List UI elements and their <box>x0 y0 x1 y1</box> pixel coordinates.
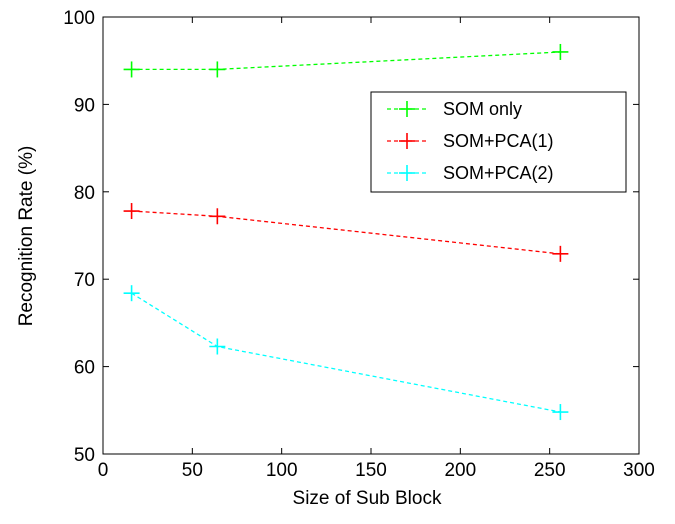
x-tick-label: 0 <box>98 460 109 481</box>
legend-label: SOM only <box>443 99 522 119</box>
data-point-marker <box>209 61 226 78</box>
data-point-marker <box>123 61 140 78</box>
data-point-marker <box>552 245 569 262</box>
x-tick-label: 50 <box>182 460 203 481</box>
y-tick-label: 50 <box>74 445 95 466</box>
x-tick-label: 150 <box>355 460 387 481</box>
data-point-marker <box>209 338 226 355</box>
x-tick-label: 100 <box>266 460 298 481</box>
plot-frame <box>102 16 640 455</box>
data-point-marker <box>209 208 226 225</box>
y-tick-label: 100 <box>63 8 95 29</box>
y-tick-label: 70 <box>74 270 95 291</box>
x-axis-label: Size of Sub Block <box>293 488 442 509</box>
x-tick-label: 300 <box>623 460 655 481</box>
legend-label: SOM+PCA(1) <box>443 131 554 151</box>
x-tick-label: 200 <box>444 460 476 481</box>
y-tick-label: 90 <box>74 95 95 116</box>
y-tick-label: 60 <box>74 358 95 379</box>
series-line <box>131 292 561 413</box>
data-point-marker <box>123 285 140 302</box>
data-point-marker <box>552 43 569 60</box>
y-axis-label: Recognition Rate (%) <box>16 146 37 327</box>
plot-area <box>123 43 569 421</box>
data-point-marker <box>552 404 569 421</box>
y-tick-label: 80 <box>74 183 95 204</box>
series-line <box>131 51 561 71</box>
series-line <box>131 210 561 255</box>
legend: SOM only SOM+PCA(1) SOM+PCA(2) <box>370 91 627 193</box>
legend-label: SOM+PCA(2) <box>443 163 554 183</box>
x-tick-label: 250 <box>534 460 566 481</box>
data-point-marker <box>123 203 140 220</box>
